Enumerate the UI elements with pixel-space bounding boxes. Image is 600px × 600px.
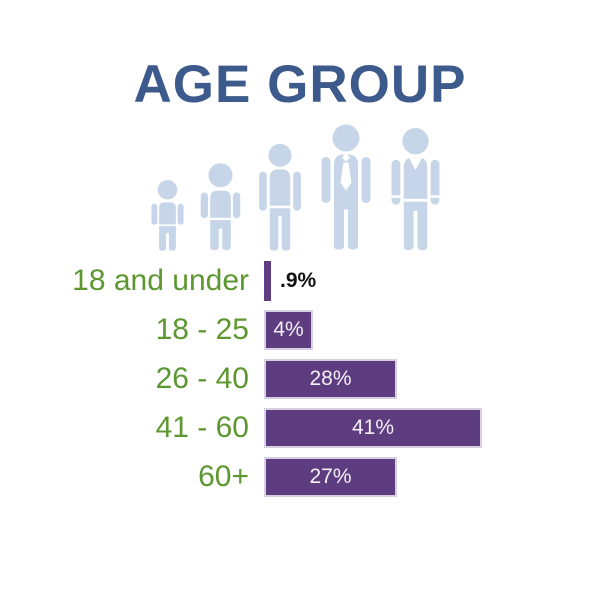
person-teen-icon	[256, 143, 304, 253]
chart-row: 18 and under .9%	[0, 256, 600, 305]
category-label: 26 - 40	[155, 361, 249, 395]
person-man-tie-icon	[318, 123, 374, 253]
value-label: 27%	[309, 465, 352, 488]
value-label: 28%	[309, 367, 352, 390]
bar-area: .9%	[264, 260, 317, 301]
bar: 27%	[264, 456, 397, 497]
chart-row: 60+ 27%	[0, 452, 600, 501]
bar	[264, 260, 271, 301]
bar: 4%	[264, 309, 313, 350]
category-label: 41 - 60	[155, 410, 249, 444]
bar-area: 4%	[264, 309, 313, 350]
category-label: 60+	[198, 459, 249, 493]
category-label: 18 - 25	[155, 312, 249, 346]
bar-area: 27%	[264, 456, 397, 497]
age-bar-chart: 18 and under .9% 18 - 25 4% 26 - 40 28% …	[0, 256, 600, 501]
category-label: 18 and under	[72, 263, 249, 297]
chart-row: 18 - 25 4%	[0, 305, 600, 354]
bar-area: 28%	[264, 358, 397, 399]
value-label: .9%	[280, 269, 317, 292]
chart-row: 26 - 40 28%	[0, 354, 600, 403]
chart-rows: 18 and under .9% 18 - 25 4% 26 - 40 28% …	[0, 256, 600, 501]
person-man-vneck-icon	[390, 127, 441, 253]
person-toddler-icon	[150, 179, 185, 253]
bar-area: 41%	[264, 407, 482, 448]
chart-row: 41 - 60 41%	[0, 403, 600, 452]
page-title: AGE GROUP	[133, 55, 467, 114]
person-child-icon	[199, 162, 242, 253]
age-figures-row	[150, 0, 443, 253]
bar: 28%	[264, 358, 397, 399]
value-label: 41%	[351, 416, 395, 439]
bar: 41%	[264, 407, 482, 448]
value-label: 4%	[273, 318, 304, 341]
